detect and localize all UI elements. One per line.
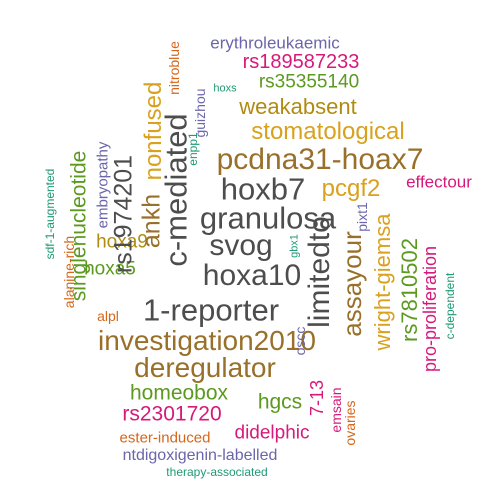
word-sdf-1-augmented: sdf-1-augmented (43, 168, 57, 260)
word-limitedto: limitedto (303, 216, 336, 328)
word-wright-giemsa: wright-giemsa (370, 213, 395, 351)
word-deregulator: deregulator (134, 352, 276, 383)
word-hoxb7: hoxb7 (220, 171, 306, 207)
word-weakabsent: weakabsent (239, 94, 357, 119)
word-alanine-rich: alanine-rich (61, 235, 77, 309)
word-pcgf2: pcgf2 (321, 175, 381, 202)
word-hoxa10: hoxa10 (202, 259, 302, 292)
word-svog: svog (209, 229, 273, 262)
word-pixt1: pixt1 (354, 202, 370, 232)
word-gbx1: gbx1 (288, 234, 301, 258)
word-oscc: oscc (292, 326, 308, 356)
word-hoxa9: hoxa9 (96, 231, 148, 253)
word-rs1974201: rs1974201 (109, 154, 138, 274)
word-rs7810502: rs7810502 (397, 238, 422, 342)
word-hgcs: hgcs (257, 390, 303, 414)
word-alpl: alpl (97, 308, 119, 324)
word-ester-induced: ester-induced (119, 429, 211, 447)
word-embryopathy: embryopathy (94, 141, 112, 229)
word-assayour: assayour (337, 231, 367, 337)
word-erythroleukaemic: erythroleukaemic (210, 33, 340, 53)
word-c-mediated: c-mediated (158, 113, 194, 267)
word-investigation2010: investigation2010 (98, 325, 316, 356)
word-c-dependent: c-dependent (443, 272, 457, 340)
word-hoxs: hoxs (213, 82, 237, 95)
word-didelphic: didelphic (234, 422, 310, 444)
word-guizhou: guizhou (192, 88, 208, 138)
word-emsain: emsain (328, 387, 344, 433)
word-stomatological: stomatological (251, 118, 405, 145)
word-rs35355140: rs35355140 (258, 71, 360, 93)
word-rs2301720: rs2301720 (122, 402, 222, 426)
word-effectour: effectour (406, 172, 472, 192)
word-pro-proliferation: pro-proliferation (420, 245, 440, 373)
word-ovaries: ovaries (342, 400, 358, 446)
word-nitroblue: nitroblue (166, 41, 182, 95)
word-pcdna31-hoax7: pcdna31-hoax7 (216, 143, 424, 176)
word-7-13: 7-13 (307, 379, 327, 417)
word-ntdigoxigenin-labelled: ntdigoxigenin-labelled (122, 447, 278, 464)
word-therapy-associated: therapy-associated (166, 465, 268, 479)
word-1-reporter: 1-reporter (142, 292, 280, 328)
word-granulosa: granulosa (199, 200, 337, 236)
word-homeobox: homeobox (129, 381, 229, 405)
word-hoxa5: hoxa5 (84, 258, 136, 280)
word-rs189587233: rs189587233 (242, 51, 360, 73)
